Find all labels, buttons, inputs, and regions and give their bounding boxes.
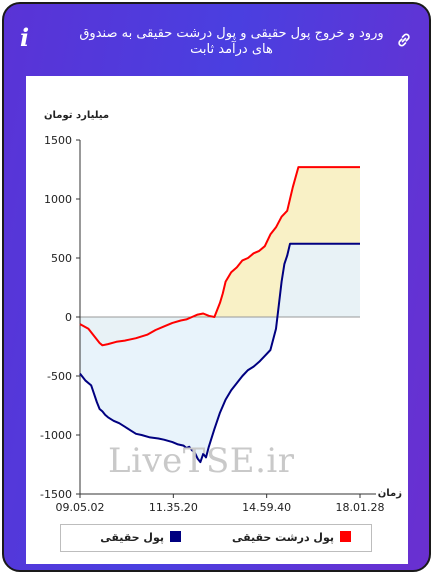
legend-label-large-real: پول درشت حقیقی — [231, 531, 334, 544]
legend-item-real[interactable]: پول حقیقی — [100, 531, 181, 544]
x-tick-label: 14.59.40 — [242, 501, 291, 514]
series-line-1 — [79, 166, 360, 347]
chart-legend: پول درشت حقیقی پول حقیقی — [60, 524, 372, 552]
y-tick-label: -1500 — [40, 488, 72, 501]
y-tick-label: 1500 — [44, 134, 72, 147]
legend-item-large-real[interactable]: پول درشت حقیقی — [232, 531, 351, 544]
x-tick-label: 11.35.20 — [149, 501, 198, 514]
chart-panel: 1500 1000 500 0 -500 -1000 -1500 09.05.02 11.35.… — [26, 76, 408, 564]
y-axis-label: میلیارد تومان — [44, 110, 109, 121]
card-header: i ورود و خروج پول حقیقی و پول درشت حقیقی… — [4, 4, 429, 74]
series-area-0 — [80, 243, 360, 463]
legend-swatch-large-real — [340, 531, 351, 542]
y-tick-label: 500 — [51, 252, 72, 265]
chart-title: ورود و خروج پول حقیقی و پول درشت حقیقی ب… — [79, 26, 384, 57]
x-tick-label: 18.01.28 — [336, 501, 385, 514]
y-tick-label: -1000 — [40, 429, 72, 442]
y-tick-label: 0 — [65, 311, 72, 324]
series-line-0 — [79, 242, 360, 464]
x-axis-label: زمان — [378, 488, 402, 499]
watermark: LiveTSE.ir — [108, 441, 295, 481]
legend-label-real: پول حقیقی — [100, 531, 164, 544]
link-icon[interactable] — [395, 31, 413, 49]
y-tick-label: -500 — [47, 370, 72, 383]
info-icon[interactable]: i — [20, 23, 30, 52]
x-tick-label: 09.05.02 — [56, 501, 105, 514]
y-tick-label: 1000 — [44, 193, 72, 206]
legend-swatch-real — [170, 531, 181, 542]
